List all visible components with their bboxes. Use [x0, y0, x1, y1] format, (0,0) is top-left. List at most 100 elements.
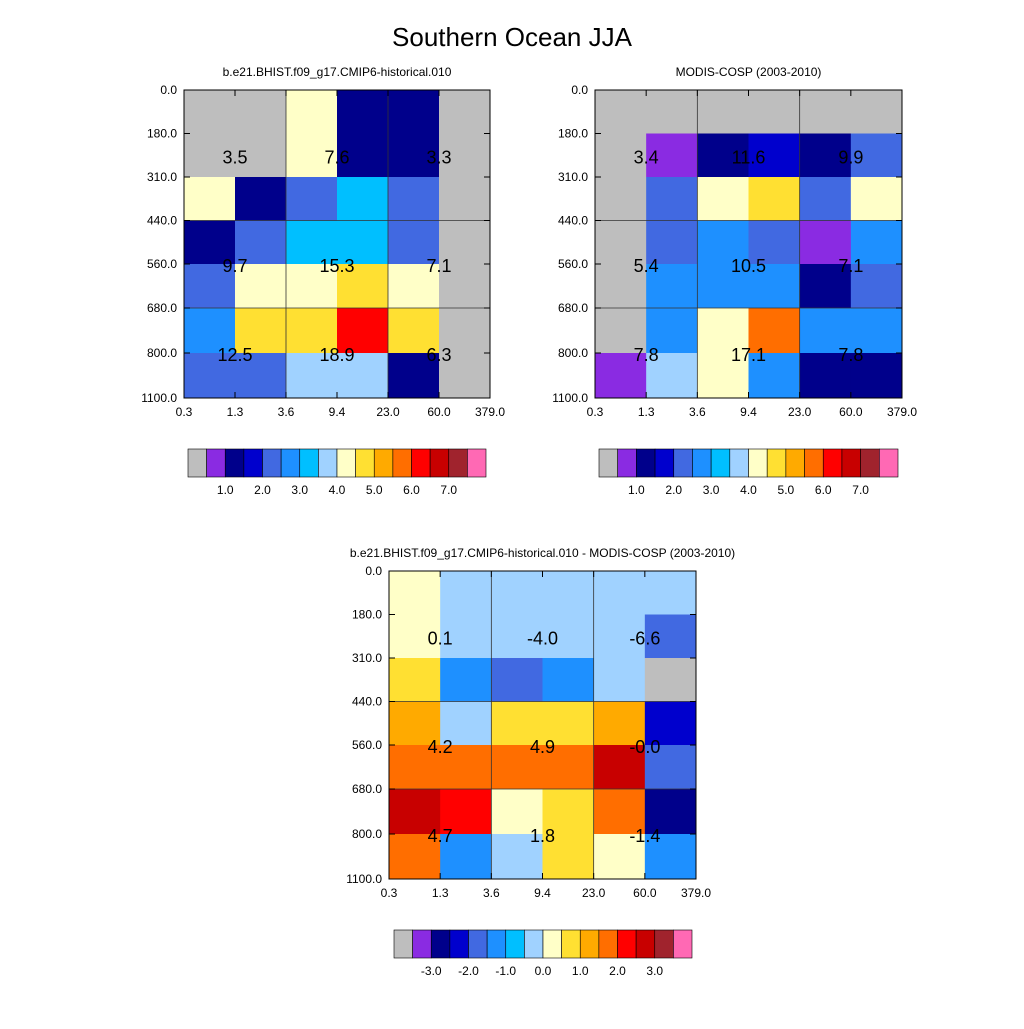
y-tick-label: 0.0 — [160, 83, 177, 97]
heatmap-cell — [644, 614, 697, 659]
heatmap-cell — [389, 571, 441, 615]
colorbar-box — [243, 448, 263, 478]
x-tick-label: 0.3 — [176, 405, 193, 419]
y-tick-label: 800.0 — [352, 827, 382, 841]
colorbar-model: 1.0 2.0 3.0 4.0 5.0 6.0 7.0 — [187, 448, 487, 497]
heatmap-cell — [799, 220, 852, 265]
heatmap-cell — [697, 264, 749, 309]
heatmap-cell — [389, 701, 441, 746]
panel-title: b.e21.BHIST.f09_g17.CMIP6-historical.010 — [223, 65, 452, 79]
heatmap-cell — [542, 614, 595, 659]
heatmap-cell — [644, 658, 697, 702]
heatmap-cell — [491, 745, 543, 790]
y-tick-label: 440.0 — [558, 214, 588, 228]
colorbar-box — [393, 929, 413, 959]
heatmap-cell — [439, 308, 491, 354]
heatmap-cell — [595, 133, 647, 178]
colorbar-label: 7.0 — [440, 483, 457, 497]
heatmap-cell — [542, 658, 595, 702]
block-value-label: 17.1 — [731, 345, 766, 365]
colorbar-box — [542, 929, 562, 959]
panel-title: MODIS-COSP (2003-2010) — [676, 65, 822, 79]
colorbar-box — [206, 448, 226, 478]
colorbar-label: 1.0 — [628, 483, 645, 497]
x-tick-label: 23.0 — [788, 405, 812, 419]
block-value-label: 7.6 — [324, 148, 349, 168]
heatmap-cell — [644, 571, 697, 615]
heatmap-cell — [337, 177, 389, 221]
colorbar-box — [486, 929, 507, 959]
colorbar-box — [299, 448, 319, 478]
y-tick-label: 560.0 — [147, 257, 177, 271]
colorbar-box — [654, 929, 674, 959]
heatmap-cell — [235, 220, 287, 265]
panel-observations: 0.3 1.3 3.6 9.4 23.0 60.0 379.0 0.0 180.0 310.0 44… — [552, 65, 917, 419]
heatmap-cell — [440, 701, 492, 746]
x-tick-label: 60.0 — [633, 886, 657, 900]
heatmap-cell — [389, 658, 441, 702]
heatmap-cell — [542, 745, 595, 790]
colorbar-label: 2.0 — [609, 964, 626, 978]
heatmap-cell — [286, 264, 338, 309]
colorbar-box — [692, 448, 712, 478]
panel-model: 0.3 1.3 3.6 9.4 23.0 60.0 379.0 0.0 180.0 310.0 44… — [141, 65, 505, 419]
colorbar-difference: -3.0 -2.0 -1.0 0.0 1.0 2.0 3.0 — [393, 929, 693, 978]
heatmap-cell — [697, 133, 749, 178]
colorbar-box — [673, 448, 693, 478]
block-value-label: 11.6 — [732, 148, 766, 168]
heatmap-cell — [850, 264, 903, 309]
colorbar-label: 6.0 — [403, 483, 420, 497]
heatmap-cell — [440, 614, 492, 659]
heatmap-cell — [491, 834, 543, 880]
block-value-label: -4.0 — [527, 629, 558, 649]
block-value-label: 9.7 — [222, 256, 247, 276]
heatmap-cell — [388, 220, 440, 265]
heatmap-cell — [593, 571, 646, 615]
heatmap-cell — [748, 90, 801, 134]
heatmap-cell — [850, 220, 903, 265]
heatmap-cell — [646, 177, 698, 221]
heatmap-cell — [184, 353, 236, 399]
colorbar-box — [467, 448, 487, 478]
heatmap-cell — [389, 834, 441, 880]
heatmap-cell — [593, 834, 646, 880]
colorbar-box — [262, 448, 282, 478]
heatmap-cell — [799, 90, 852, 134]
heatmap-cell — [646, 353, 698, 399]
y-tick-label: 680.0 — [352, 782, 382, 796]
x-tick-label: 3.6 — [689, 405, 706, 419]
heatmap-cell — [748, 353, 801, 399]
heatmap-cell — [388, 308, 440, 354]
y-tick-label: 0.0 — [365, 564, 382, 578]
colorbar-label: 3.0 — [291, 483, 308, 497]
heatmap-cell — [595, 308, 647, 354]
heatmap-cell — [440, 834, 492, 880]
colorbar-box — [860, 448, 880, 478]
x-tick-label: 0.3 — [587, 405, 604, 419]
heatmap-cell — [286, 90, 338, 178]
colorbar-box — [336, 448, 356, 478]
colorbar-label: 1.0 — [217, 483, 234, 497]
heatmap-cell — [491, 571, 543, 615]
x-tick-label: 23.0 — [376, 405, 400, 419]
x-tick-label: 1.3 — [432, 886, 449, 900]
heatmap-cell — [850, 177, 903, 221]
colorbar-box — [635, 929, 656, 959]
colorbar-box — [355, 448, 375, 478]
y-tick-label: 180.0 — [147, 127, 177, 141]
heatmap-cell — [748, 264, 801, 309]
colorbar-box — [879, 448, 899, 478]
colorbar-box — [412, 929, 432, 959]
heatmap-cell — [850, 353, 903, 399]
heatmap-cell — [491, 701, 543, 746]
heatmap-cell — [799, 177, 852, 221]
x-tick-label: 379.0 — [887, 405, 917, 419]
heatmap-cell — [439, 264, 491, 309]
heatmap-cell — [542, 571, 595, 615]
heatmap-cell — [799, 353, 852, 399]
colorbar-box — [448, 448, 468, 478]
colorbar-box — [430, 929, 451, 959]
x-tick-label: 3.6 — [278, 405, 295, 419]
colorbar-box — [579, 929, 600, 959]
